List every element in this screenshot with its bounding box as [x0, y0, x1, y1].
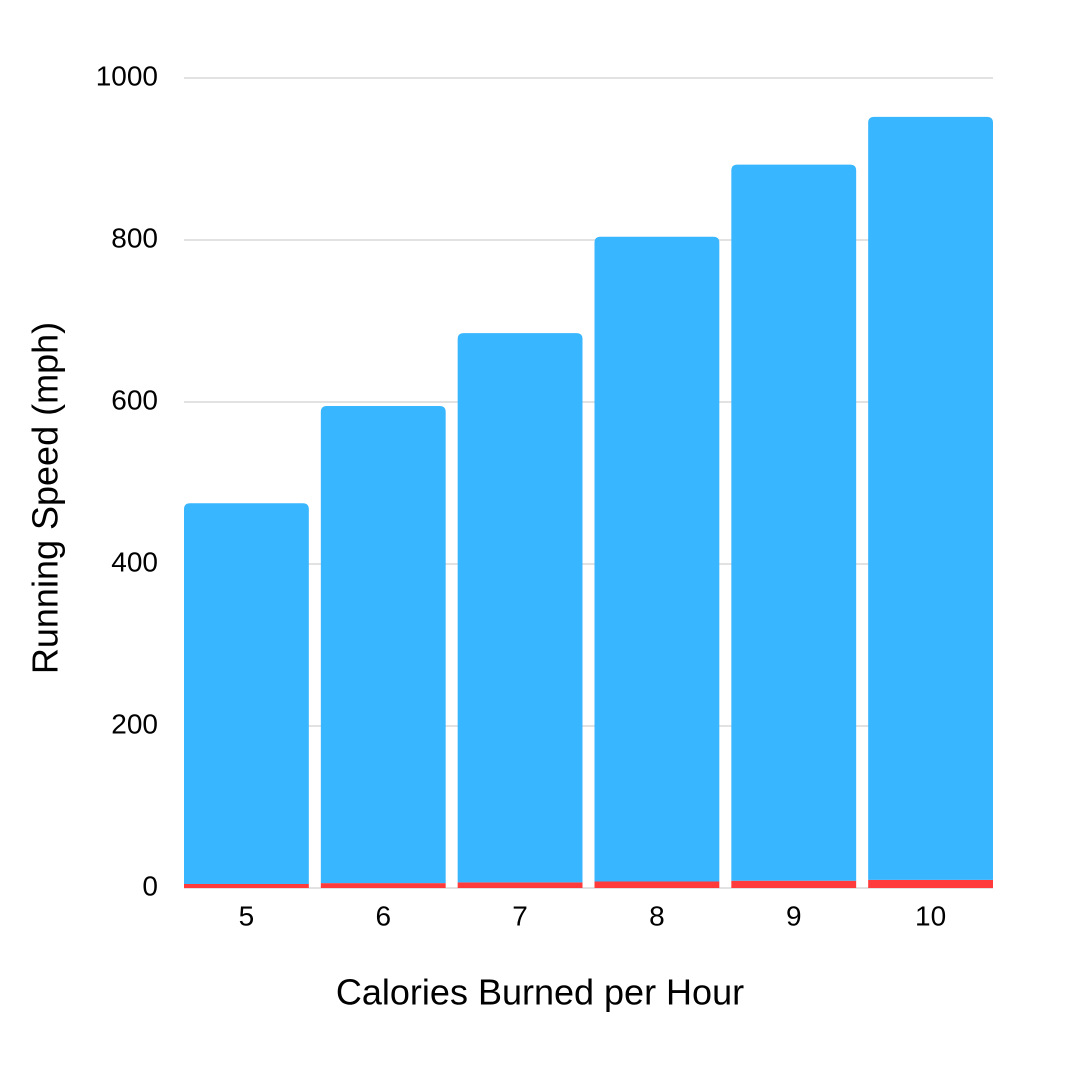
bar-segment — [320, 883, 446, 888]
y-axis-title: Running Speed (mph) — [25, 322, 66, 674]
bar-segment — [868, 879, 993, 888]
bar-segment — [457, 333, 583, 883]
x-tick-label: 5 — [239, 900, 255, 931]
bar-segment — [594, 236, 720, 882]
bar-segment — [594, 881, 720, 888]
x-tick-label: 6 — [375, 900, 391, 931]
y-tick-label: 800 — [111, 222, 158, 253]
x-tick-label: 9 — [786, 900, 802, 931]
x-tick-label: 7 — [512, 900, 528, 931]
bar-segment — [731, 880, 857, 888]
x-tick-label: 10 — [915, 900, 946, 931]
bar-segment — [184, 883, 309, 888]
bar-segment — [320, 406, 446, 884]
bar-segment — [457, 882, 583, 888]
bar-segment — [184, 503, 309, 884]
bar-segment — [868, 116, 993, 880]
y-tick-label: 200 — [111, 708, 158, 739]
x-axis-title: Calories Burned per Hour — [336, 972, 744, 1013]
bar-segment — [731, 164, 857, 881]
y-tick-label: 600 — [111, 384, 158, 415]
y-tick-label: 400 — [111, 546, 158, 577]
y-tick-label: 1000 — [96, 60, 158, 91]
x-tick-label: 8 — [649, 900, 665, 931]
y-tick-label: 0 — [142, 870, 158, 901]
